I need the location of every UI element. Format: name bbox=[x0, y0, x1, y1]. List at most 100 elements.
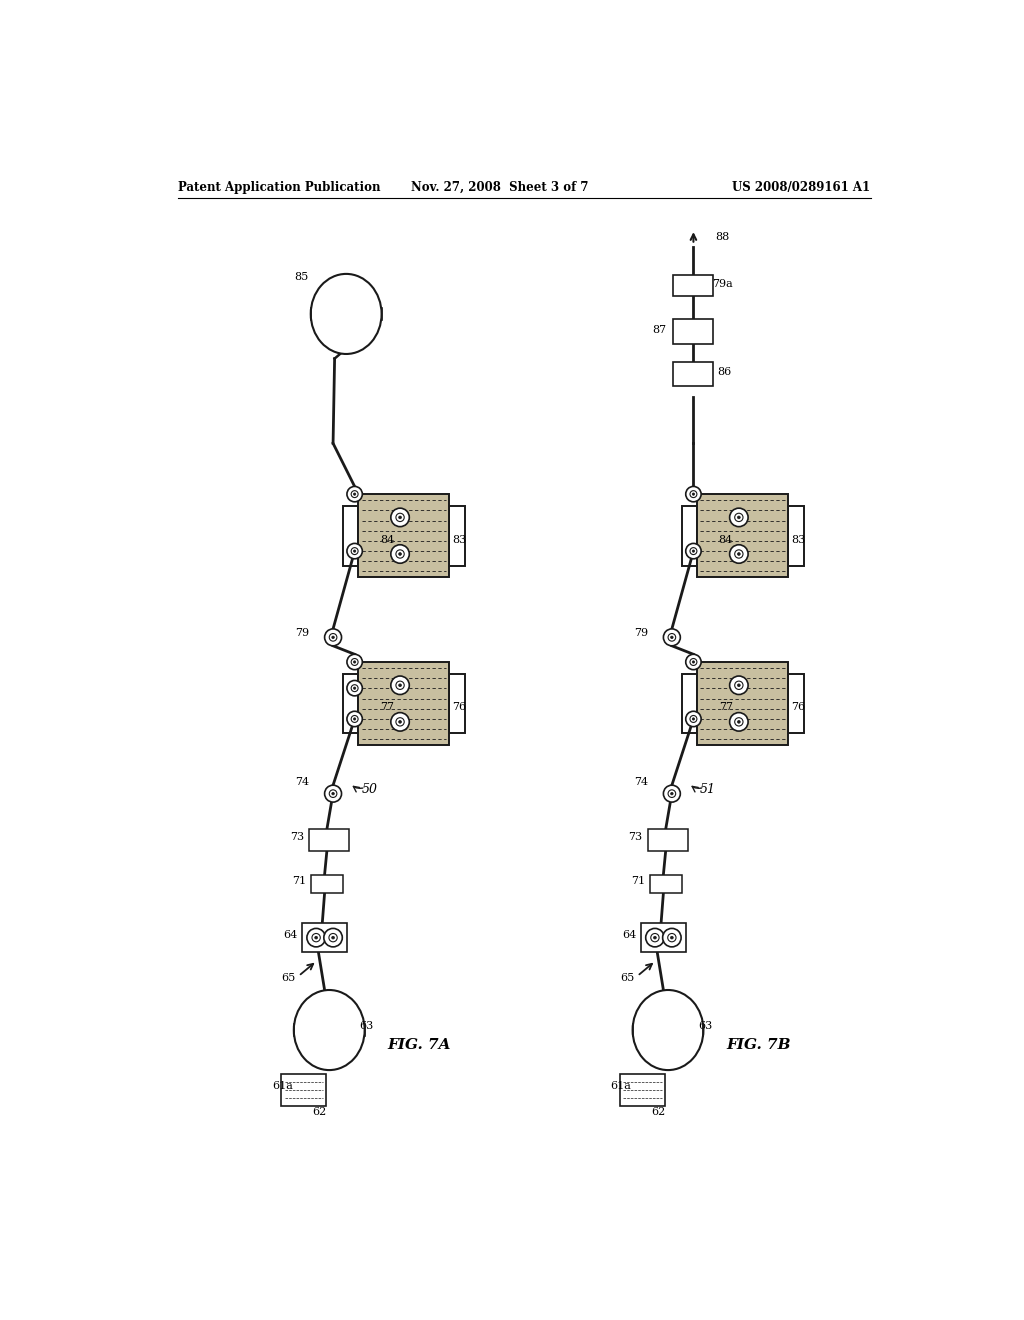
Circle shape bbox=[351, 491, 358, 498]
Text: 86: 86 bbox=[717, 367, 731, 378]
Circle shape bbox=[671, 792, 673, 795]
Circle shape bbox=[651, 933, 659, 941]
Text: 63: 63 bbox=[359, 1022, 374, 1031]
Circle shape bbox=[347, 544, 362, 558]
Circle shape bbox=[737, 553, 740, 556]
Bar bbox=[674, 275, 714, 296]
Bar bbox=[450, 673, 465, 734]
Text: 50: 50 bbox=[361, 783, 377, 796]
Text: 79: 79 bbox=[634, 628, 648, 639]
Circle shape bbox=[690, 491, 697, 498]
Text: 65: 65 bbox=[282, 973, 296, 983]
Circle shape bbox=[325, 628, 342, 645]
Circle shape bbox=[396, 681, 404, 689]
Text: 61a: 61a bbox=[610, 1081, 632, 1092]
Text: 71: 71 bbox=[631, 875, 645, 886]
Circle shape bbox=[686, 487, 701, 502]
Circle shape bbox=[671, 936, 673, 939]
Text: 76: 76 bbox=[453, 702, 466, 713]
Circle shape bbox=[351, 685, 358, 692]
Circle shape bbox=[314, 936, 317, 939]
Bar bbox=[788, 506, 804, 566]
Text: 84: 84 bbox=[380, 535, 394, 545]
Text: 51: 51 bbox=[700, 783, 716, 796]
Circle shape bbox=[734, 550, 743, 558]
Circle shape bbox=[690, 659, 697, 665]
Bar bbox=[682, 673, 697, 734]
Text: 61a: 61a bbox=[271, 1081, 293, 1092]
Circle shape bbox=[351, 715, 358, 722]
Bar bbox=[358, 663, 450, 744]
Bar bbox=[309, 829, 349, 850]
Bar bbox=[788, 673, 804, 734]
Bar bbox=[343, 506, 358, 566]
Circle shape bbox=[668, 933, 676, 941]
Text: 73: 73 bbox=[629, 832, 643, 842]
Text: Nov. 27, 2008  Sheet 3 of 7: Nov. 27, 2008 Sheet 3 of 7 bbox=[412, 181, 589, 194]
Text: 62: 62 bbox=[312, 1106, 327, 1117]
Circle shape bbox=[396, 513, 404, 521]
Circle shape bbox=[347, 711, 362, 726]
Ellipse shape bbox=[294, 990, 365, 1071]
Bar bbox=[343, 673, 358, 734]
Circle shape bbox=[353, 492, 355, 495]
Bar bbox=[358, 494, 450, 577]
Circle shape bbox=[332, 936, 335, 939]
Text: 83: 83 bbox=[791, 535, 805, 545]
Circle shape bbox=[396, 550, 404, 558]
Text: 64: 64 bbox=[284, 929, 298, 940]
Circle shape bbox=[737, 684, 740, 686]
Circle shape bbox=[398, 553, 401, 556]
Text: 85: 85 bbox=[294, 272, 308, 282]
Circle shape bbox=[347, 655, 362, 669]
Text: 79: 79 bbox=[295, 628, 309, 639]
Circle shape bbox=[668, 789, 676, 797]
Circle shape bbox=[347, 681, 362, 696]
Text: 64: 64 bbox=[623, 929, 637, 940]
Circle shape bbox=[730, 545, 749, 564]
Circle shape bbox=[692, 492, 694, 495]
Circle shape bbox=[664, 785, 680, 803]
Bar bbox=[641, 923, 686, 952]
Circle shape bbox=[330, 789, 337, 797]
Circle shape bbox=[398, 721, 401, 723]
Circle shape bbox=[325, 785, 342, 803]
Circle shape bbox=[330, 634, 337, 642]
Circle shape bbox=[324, 928, 342, 946]
Circle shape bbox=[668, 634, 676, 642]
Text: 65: 65 bbox=[621, 973, 634, 983]
Circle shape bbox=[653, 936, 656, 939]
Bar bbox=[697, 494, 788, 577]
Bar bbox=[674, 362, 714, 387]
Circle shape bbox=[391, 676, 410, 694]
Text: Patent Application Publication: Patent Application Publication bbox=[178, 181, 381, 194]
Circle shape bbox=[353, 686, 355, 689]
Circle shape bbox=[307, 928, 326, 946]
Ellipse shape bbox=[633, 990, 703, 1071]
Circle shape bbox=[391, 713, 410, 731]
Text: 63: 63 bbox=[697, 1022, 712, 1031]
Circle shape bbox=[686, 711, 701, 726]
Circle shape bbox=[730, 676, 749, 694]
Text: 83: 83 bbox=[453, 535, 467, 545]
Bar bbox=[682, 506, 697, 566]
Bar bbox=[302, 923, 347, 952]
Circle shape bbox=[329, 933, 337, 941]
Bar bbox=[697, 663, 788, 744]
Circle shape bbox=[391, 545, 410, 564]
Circle shape bbox=[692, 550, 694, 552]
Text: 76: 76 bbox=[792, 702, 805, 713]
Circle shape bbox=[734, 718, 743, 726]
Circle shape bbox=[646, 928, 665, 946]
Bar bbox=[310, 874, 343, 892]
Bar bbox=[648, 829, 688, 850]
Text: 87: 87 bbox=[652, 325, 667, 335]
Circle shape bbox=[690, 548, 697, 554]
Circle shape bbox=[664, 628, 680, 645]
Circle shape bbox=[353, 718, 355, 721]
Circle shape bbox=[692, 718, 694, 721]
Text: US 2008/0289161 A1: US 2008/0289161 A1 bbox=[731, 181, 869, 194]
Circle shape bbox=[398, 516, 401, 519]
Circle shape bbox=[312, 933, 321, 941]
Circle shape bbox=[351, 659, 358, 665]
